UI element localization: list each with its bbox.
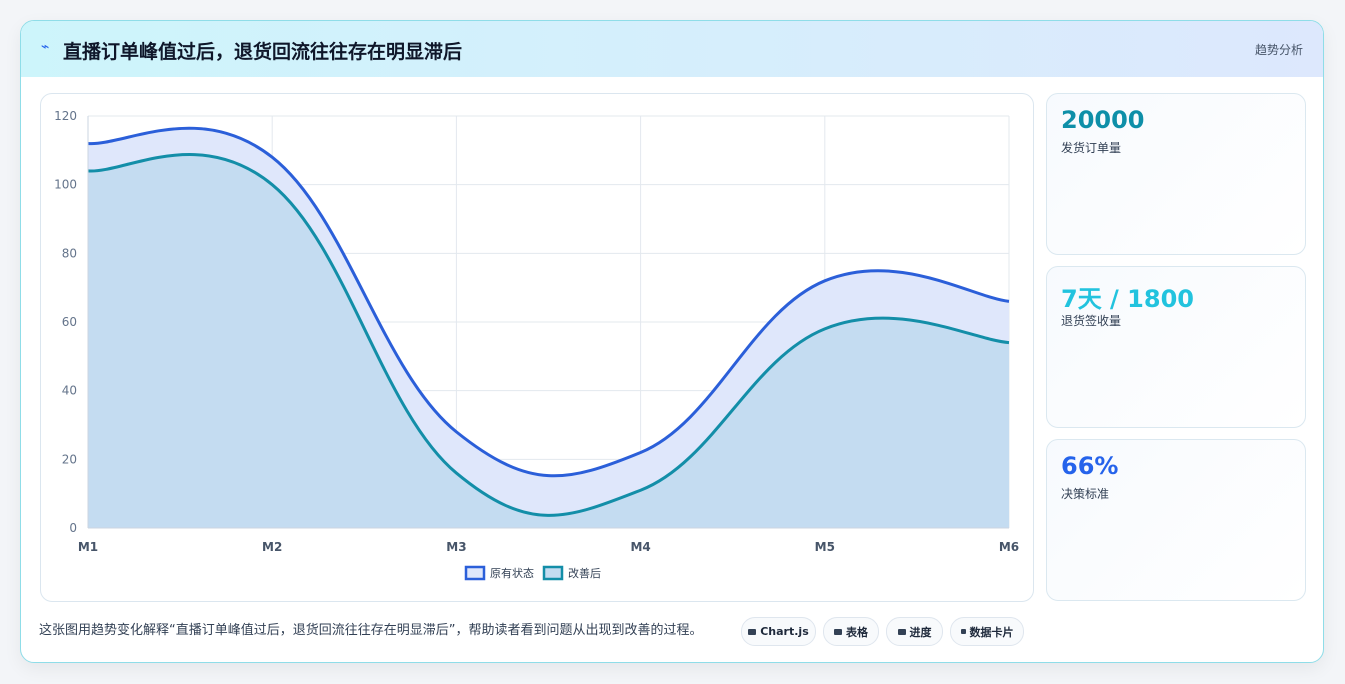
area <box>88 154 1009 528</box>
stat-label: 退货签收量 <box>1061 314 1122 328</box>
x-tick-label: M4 <box>630 540 650 554</box>
stat-value: 7天 / 1800 <box>1061 285 1194 313</box>
y-tick-label: 60 <box>62 315 77 329</box>
x-tick-label: M5 <box>815 540 835 554</box>
chart-panel: 0 20 40 60 80 100 120 M1 M2 M3 M4 M5 M6 原有状态 改善后 <box>40 93 1034 602</box>
stat-label: 决策标准 <box>1061 487 1110 501</box>
x-tick-label: M3 <box>446 540 466 554</box>
legend-swatch <box>542 565 564 581</box>
button[interactable]: 进度 <box>886 617 943 646</box>
stat-label: 发货订单量 <box>1061 141 1122 155</box>
tag: 趋势分析 <box>1254 43 1303 57</box>
button[interactable]: Chart.js <box>741 617 816 646</box>
x-tick-label: M6 <box>999 540 1019 554</box>
y-tick-label: 40 <box>62 384 77 398</box>
button[interactable]: 数据卡片 <box>950 617 1024 646</box>
legend-swatch <box>464 565 486 581</box>
line <box>87 153 1010 517</box>
stat-value: 66% <box>1061 452 1119 480</box>
line <box>87 126 1010 478</box>
x-tick-label: M2 <box>262 540 282 554</box>
button-label[interactable]: 表格 <box>846 625 868 639</box>
y-tick-label: 0 <box>69 521 77 535</box>
button[interactable]: 表格 <box>823 617 879 646</box>
stat-card: 20000 发货订单量 <box>1046 93 1306 255</box>
button-label[interactable]: 进度 <box>909 625 932 639</box>
y-tick-label: 80 <box>62 246 77 260</box>
y-tick-label: 120 <box>54 109 77 123</box>
header: ⌁ 直播订单峰值过后，退货回流往往存在明显滞后 趋势分析 <box>21 21 1323 77</box>
x-tick-label: M1 <box>78 540 98 554</box>
stat-card: 66% 决策标准 <box>1046 439 1306 601</box>
button-label[interactable]: Chart.js <box>760 625 809 638</box>
chart: 0 20 40 60 80 100 120 M1 M2 M3 M4 M5 M6 原有状态 改善后 <box>54 109 1019 581</box>
button-label[interactable]: 数据卡片 <box>969 625 1014 639</box>
icon: ⌁ <box>41 39 50 55</box>
stat-card: 7天 / 1800 退货签收量 <box>1046 266 1306 428</box>
title: 直播订单峰值过后，退货回流往往存在明显滞后 <box>63 41 463 63</box>
legend-label: 改善后 <box>568 566 601 580</box>
stat-value: 20000 <box>1061 106 1145 134</box>
legend-label: 原有状态 <box>490 566 534 580</box>
y-tick-label: 100 <box>54 178 77 192</box>
footer-text: 这张图用趋势变化解释“直播订单峰值过后，退货回流往往存在明显滞后”，帮助读者看到… <box>39 623 703 638</box>
y-tick-label: 20 <box>62 452 77 466</box>
card: ⌁ 直播订单峰值过后，退货回流往往存在明显滞后 趋势分析 0 20 40 60 80 10… <box>20 20 1324 663</box>
